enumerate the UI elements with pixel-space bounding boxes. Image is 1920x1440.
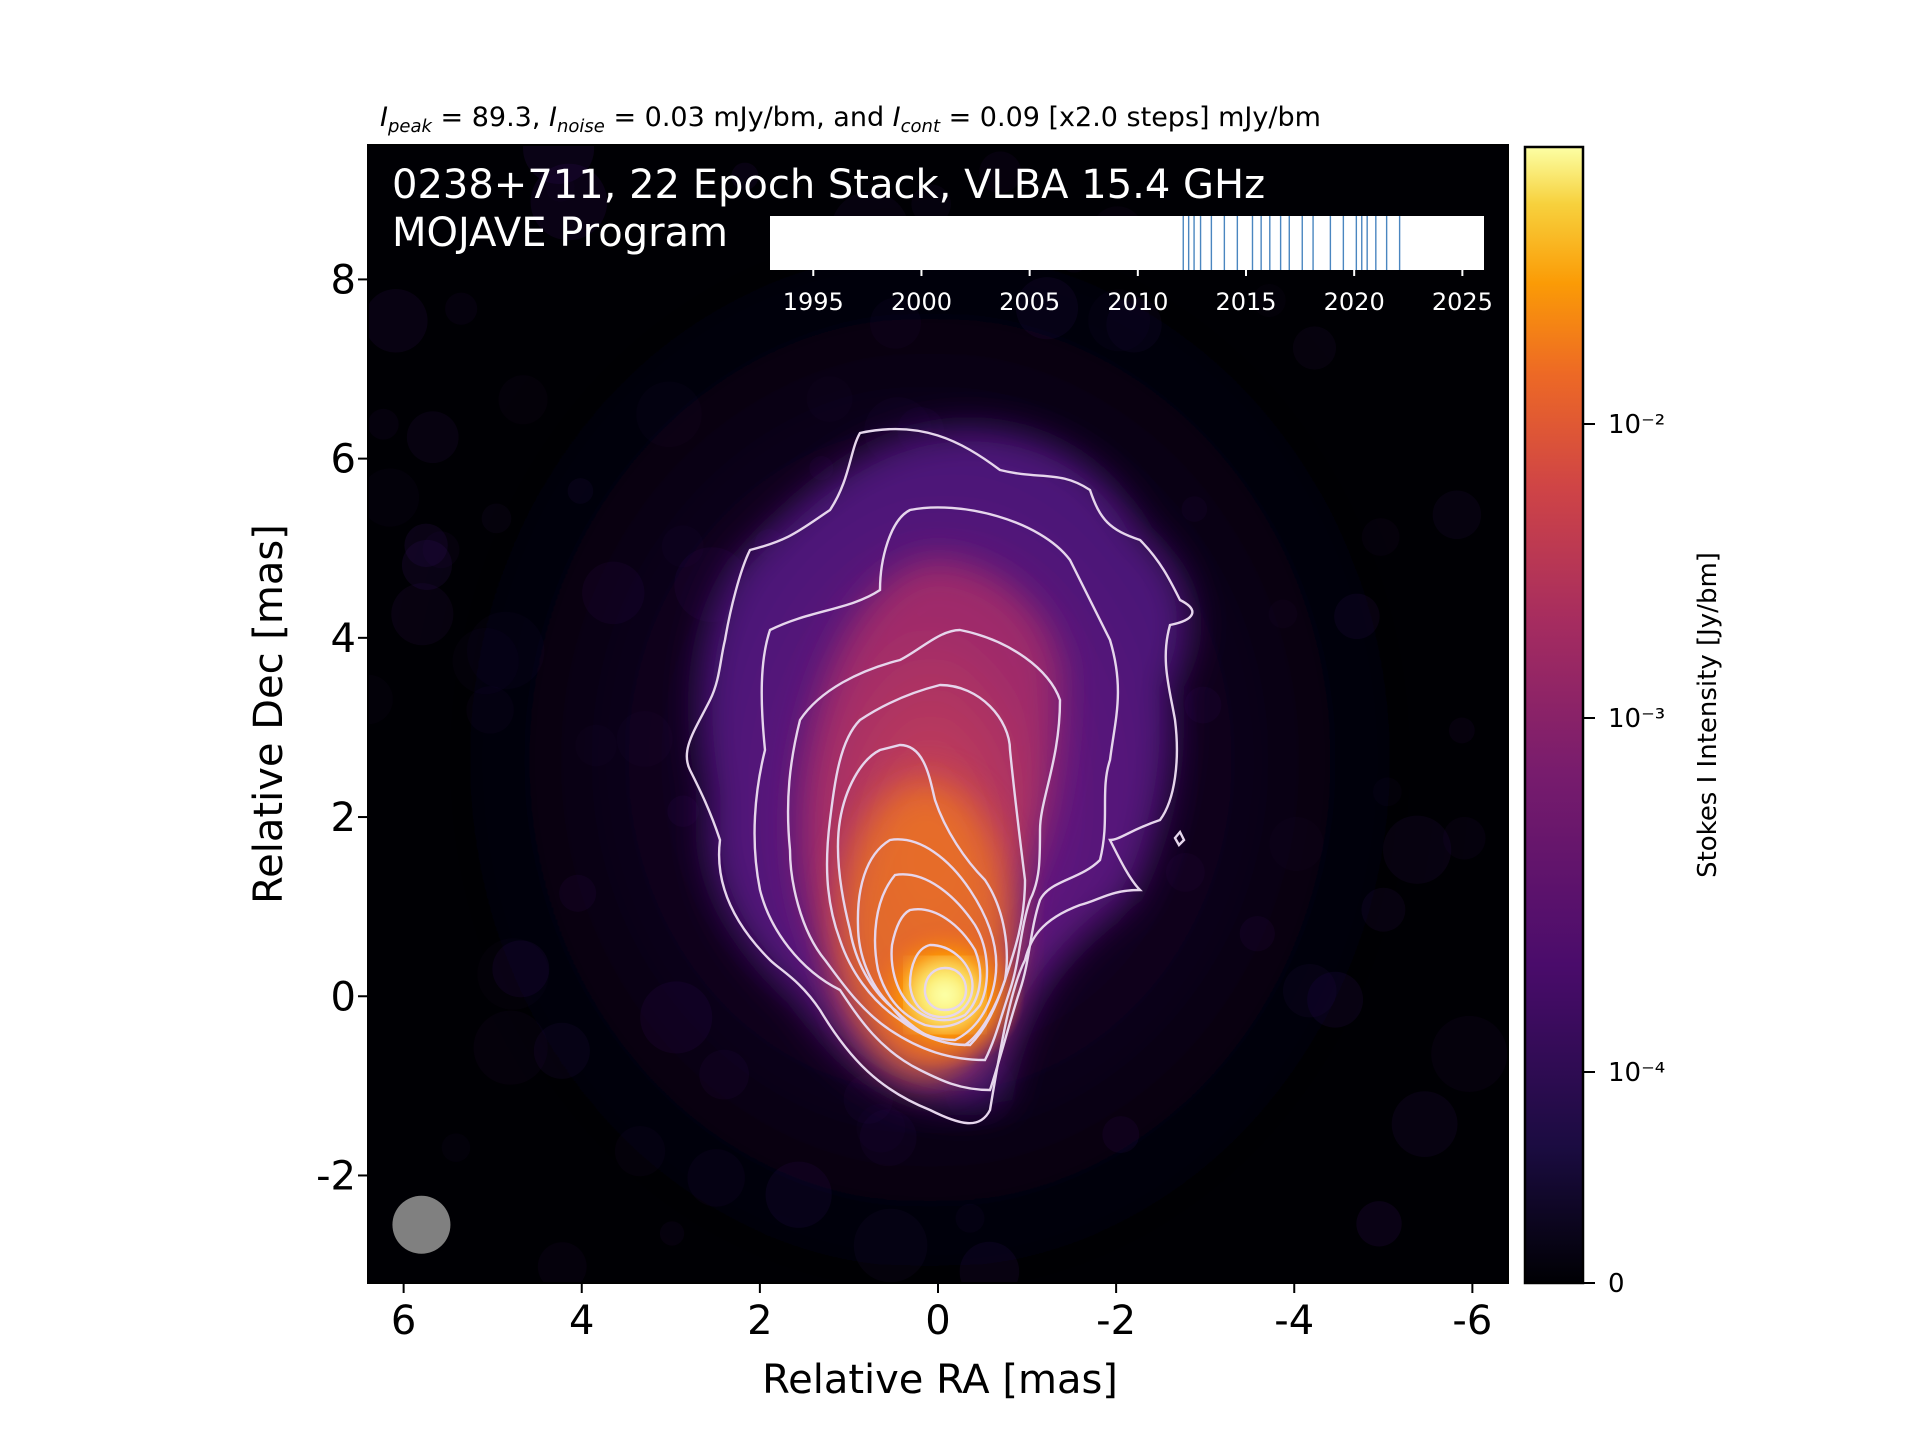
y-tick-label: 2 bbox=[331, 795, 356, 841]
x-tick-label: -4 bbox=[1274, 1298, 1314, 1344]
noise-blob bbox=[1356, 1201, 1402, 1247]
noise-blob bbox=[1391, 1091, 1458, 1158]
epoch-tick-label: 2015 bbox=[1215, 288, 1276, 316]
noise-blob bbox=[368, 408, 399, 440]
epoch-tick-label: 2010 bbox=[1107, 288, 1168, 316]
noise-blob bbox=[368, 468, 420, 527]
colorbar-gradient bbox=[1523, 145, 1585, 1285]
noise-blob bbox=[537, 1242, 587, 1283]
epoch-timeline: 1995 2000 2005 2010 2015 2020 2025 bbox=[770, 216, 1493, 316]
y-tick-label: 8 bbox=[331, 257, 356, 303]
noise-blob bbox=[445, 292, 478, 325]
noise-blob bbox=[523, 145, 595, 184]
x-tick-label: 0 bbox=[925, 1298, 950, 1344]
intensity-image bbox=[368, 145, 1508, 1283]
contour-island bbox=[1173, 829, 1186, 847]
contour-level-9 bbox=[908, 943, 974, 1019]
y-tick-label: 6 bbox=[331, 437, 356, 483]
x-tick-label: -6 bbox=[1452, 1298, 1492, 1344]
epoch-tick-label: 2000 bbox=[891, 288, 952, 316]
epoch-lines bbox=[1182, 216, 1401, 270]
colorbar-tick-label: 10⁻² bbox=[1608, 410, 1665, 440]
contour-level-6 bbox=[856, 838, 998, 1042]
x-axis-ticks: 6 4 2 0 -2 -4 -6 bbox=[391, 1283, 1492, 1344]
y-tick-label: 0 bbox=[331, 974, 356, 1020]
contour-level-3 bbox=[786, 628, 1062, 1062]
colorbar-tick-label: 10⁻⁴ bbox=[1608, 1058, 1665, 1088]
contour-level-1 bbox=[685, 427, 1194, 1125]
source-label-line2: MOJAVE Program bbox=[392, 210, 728, 256]
y-axis-ticks: 8 6 4 2 0 -2 bbox=[316, 257, 368, 1199]
noise-blob bbox=[368, 288, 428, 353]
noise-blob bbox=[1431, 1015, 1508, 1092]
colorbar-ticks: 0 10⁻⁴ 10⁻³ 10⁻² bbox=[1583, 410, 1665, 1299]
colorbar-tick-label: 10⁻³ bbox=[1608, 704, 1665, 734]
epoch-ticks: 1995 2000 2005 2010 2015 2020 2025 bbox=[783, 270, 1493, 316]
x-tick-label: 2 bbox=[747, 1298, 772, 1344]
contour-level-2 bbox=[753, 506, 1120, 1092]
x-axis-label: Relative RA [mas] bbox=[762, 1357, 1118, 1403]
epoch-tick-label: 2005 bbox=[999, 288, 1060, 316]
contour-level-7 bbox=[873, 873, 989, 1028]
colorbar-label: Stokes I Intensity [Jy/bm] bbox=[1693, 552, 1723, 878]
x-tick-label: -2 bbox=[1096, 1298, 1136, 1344]
colorbar: 0 10⁻⁴ 10⁻³ 10⁻² Stokes I Intensity [Jy/bm] bbox=[1523, 145, 1723, 1299]
epoch-timeline-box bbox=[770, 216, 1484, 270]
contour-lines bbox=[685, 427, 1194, 1125]
contour-level-8 bbox=[890, 908, 982, 1022]
epoch-tick-label: 1995 bbox=[783, 288, 844, 316]
y-tick-label: -2 bbox=[316, 1153, 356, 1199]
x-tick-label: 4 bbox=[569, 1298, 594, 1344]
contour-level-10 bbox=[923, 966, 968, 1012]
beam-ellipse bbox=[392, 1195, 451, 1254]
noise-blob bbox=[530, 163, 608, 241]
epoch-tick-label: 2025 bbox=[1432, 288, 1493, 316]
noise-blob bbox=[545, 173, 575, 202]
y-tick-label: 4 bbox=[331, 616, 356, 662]
noise-blob bbox=[441, 1133, 471, 1162]
y-axis-label: Relative Dec [mas] bbox=[246, 524, 292, 904]
contour-level-5 bbox=[836, 743, 1008, 1047]
epoch-tick-label: 2020 bbox=[1324, 288, 1385, 316]
source-label-line1: 0238+711, 22 Epoch Stack, VLBA 15.4 GHz bbox=[392, 162, 1265, 208]
chart-title: Ipeak = 89.3, Inoise = 0.03 mJy/bm, and … bbox=[380, 102, 1321, 137]
colorbar-tick-label: 0 bbox=[1608, 1269, 1625, 1299]
x-tick-label: 6 bbox=[391, 1298, 416, 1344]
